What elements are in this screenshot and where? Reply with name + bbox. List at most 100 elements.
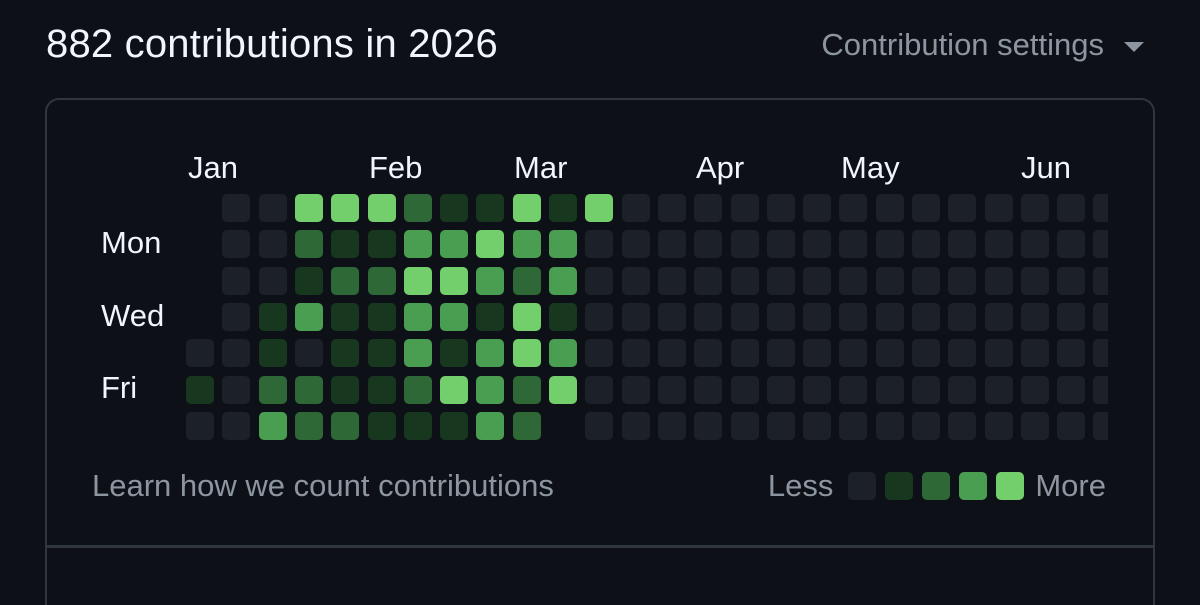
contribution-day-cell[interactable] (331, 267, 359, 295)
contribution-day-cell[interactable] (948, 376, 976, 404)
contribution-day-cell[interactable] (368, 267, 396, 295)
contribution-day-cell[interactable] (803, 376, 831, 404)
contribution-day-cell[interactable] (1057, 339, 1085, 367)
contribution-day-cell[interactable] (948, 412, 976, 440)
contribution-day-cell[interactable] (912, 230, 940, 258)
contribution-day-cell[interactable] (476, 303, 504, 331)
contribution-day-cell[interactable] (186, 339, 214, 367)
contribution-day-cell[interactable] (476, 339, 504, 367)
contribution-day-cell[interactable] (585, 376, 613, 404)
contribution-day-cell[interactable] (440, 194, 468, 222)
contribution-day-cell[interactable] (440, 303, 468, 331)
contribution-day-cell[interactable] (839, 194, 867, 222)
contribution-day-cell[interactable] (368, 230, 396, 258)
contribution-day-cell[interactable] (731, 267, 759, 295)
contribution-day-cell[interactable] (767, 376, 795, 404)
contribution-day-cell[interactable] (331, 376, 359, 404)
contribution-day-cell[interactable] (622, 194, 650, 222)
contribution-day-cell[interactable] (368, 376, 396, 404)
contribution-day-cell[interactable] (331, 303, 359, 331)
contribution-day-cell[interactable] (948, 303, 976, 331)
contribution-day-cell[interactable] (259, 230, 287, 258)
contribution-day-cell[interactable] (222, 376, 250, 404)
contribution-day-cell[interactable] (549, 303, 577, 331)
contribution-day-cell[interactable] (259, 412, 287, 440)
contribution-day-cell[interactable] (803, 194, 831, 222)
contribution-day-cell[interactable] (912, 376, 940, 404)
contribution-day-cell[interactable] (368, 194, 396, 222)
contribution-day-cell[interactable] (222, 339, 250, 367)
contribution-day-cell[interactable] (839, 412, 867, 440)
contribution-day-cell[interactable] (985, 412, 1013, 440)
contribution-day-cell[interactable] (839, 267, 867, 295)
contribution-day-cell[interactable] (1093, 303, 1108, 331)
contribution-day-cell[interactable] (948, 194, 976, 222)
contribution-day-cell[interactable] (1057, 267, 1085, 295)
contribution-day-cell[interactable] (186, 412, 214, 440)
contribution-day-cell[interactable] (404, 194, 432, 222)
contribution-day-cell[interactable] (259, 339, 287, 367)
contribution-day-cell[interactable] (694, 230, 722, 258)
contribution-day-cell[interactable] (767, 303, 795, 331)
contribution-day-cell[interactable] (876, 194, 904, 222)
contribution-day-cell[interactable] (1093, 230, 1108, 258)
contribution-day-cell[interactable] (694, 376, 722, 404)
contribution-day-cell[interactable] (731, 303, 759, 331)
contribution-day-cell[interactable] (476, 194, 504, 222)
contribution-day-cell[interactable] (295, 303, 323, 331)
contribution-day-cell[interactable] (404, 230, 432, 258)
contribution-day-cell[interactable] (1021, 267, 1049, 295)
contribution-day-cell[interactable] (259, 303, 287, 331)
contribution-day-cell[interactable] (622, 339, 650, 367)
contribution-day-cell[interactable] (440, 339, 468, 367)
contribution-day-cell[interactable] (948, 230, 976, 258)
contribution-day-cell[interactable] (985, 267, 1013, 295)
contribution-day-cell[interactable] (658, 267, 686, 295)
contribution-day-cell[interactable] (622, 303, 650, 331)
contribution-day-cell[interactable] (658, 339, 686, 367)
contribution-day-cell[interactable] (731, 339, 759, 367)
contribution-day-cell[interactable] (803, 412, 831, 440)
contribution-day-cell[interactable] (1057, 303, 1085, 331)
contribution-day-cell[interactable] (331, 412, 359, 440)
contribution-day-cell[interactable] (731, 376, 759, 404)
contribution-day-cell[interactable] (404, 303, 432, 331)
contribution-day-cell[interactable] (912, 267, 940, 295)
contribution-day-cell[interactable] (1057, 412, 1085, 440)
contribution-day-cell[interactable] (1093, 412, 1108, 440)
contribution-day-cell[interactable] (222, 230, 250, 258)
contribution-day-cell[interactable] (476, 267, 504, 295)
contribution-day-cell[interactable] (549, 267, 577, 295)
contribution-day-cell[interactable] (259, 194, 287, 222)
contribution-day-cell[interactable] (876, 412, 904, 440)
contribution-day-cell[interactable] (368, 303, 396, 331)
contribution-day-cell[interactable] (876, 339, 904, 367)
contribution-day-cell[interactable] (948, 267, 976, 295)
contribution-day-cell[interactable] (295, 412, 323, 440)
contribution-day-cell[interactable] (513, 303, 541, 331)
contribution-day-cell[interactable] (222, 267, 250, 295)
contribution-day-cell[interactable] (622, 376, 650, 404)
contribution-settings-button[interactable]: Contribution settings (821, 26, 1144, 64)
contribution-day-cell[interactable] (1021, 376, 1049, 404)
contribution-day-cell[interactable] (186, 376, 214, 404)
contribution-day-cell[interactable] (513, 194, 541, 222)
contribution-day-cell[interactable] (331, 194, 359, 222)
contribution-day-cell[interactable] (1021, 339, 1049, 367)
contribution-day-cell[interactable] (767, 412, 795, 440)
contribution-day-cell[interactable] (876, 267, 904, 295)
contribution-day-cell[interactable] (658, 303, 686, 331)
contribution-day-cell[interactable] (658, 412, 686, 440)
contribution-day-cell[interactable] (767, 267, 795, 295)
contribution-day-cell[interactable] (295, 376, 323, 404)
contribution-day-cell[interactable] (985, 194, 1013, 222)
contribution-day-cell[interactable] (259, 267, 287, 295)
contribution-day-cell[interactable] (1057, 376, 1085, 404)
contribution-day-cell[interactable] (985, 339, 1013, 367)
contribution-day-cell[interactable] (839, 339, 867, 367)
contribution-day-cell[interactable] (912, 412, 940, 440)
contribution-day-cell[interactable] (295, 230, 323, 258)
contribution-day-cell[interactable] (912, 194, 940, 222)
contribution-day-cell[interactable] (1057, 194, 1085, 222)
contribution-day-cell[interactable] (694, 194, 722, 222)
